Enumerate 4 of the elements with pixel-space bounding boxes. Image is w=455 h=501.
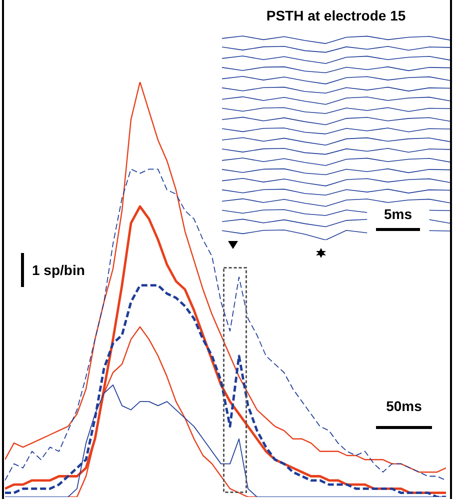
annotation: 50ms	[376, 397, 432, 429]
annotation: 5ms	[376, 205, 420, 231]
annotation: 1 sp/bin	[21, 253, 85, 287]
chart-title: PSTH at electrode 15	[266, 8, 406, 24]
